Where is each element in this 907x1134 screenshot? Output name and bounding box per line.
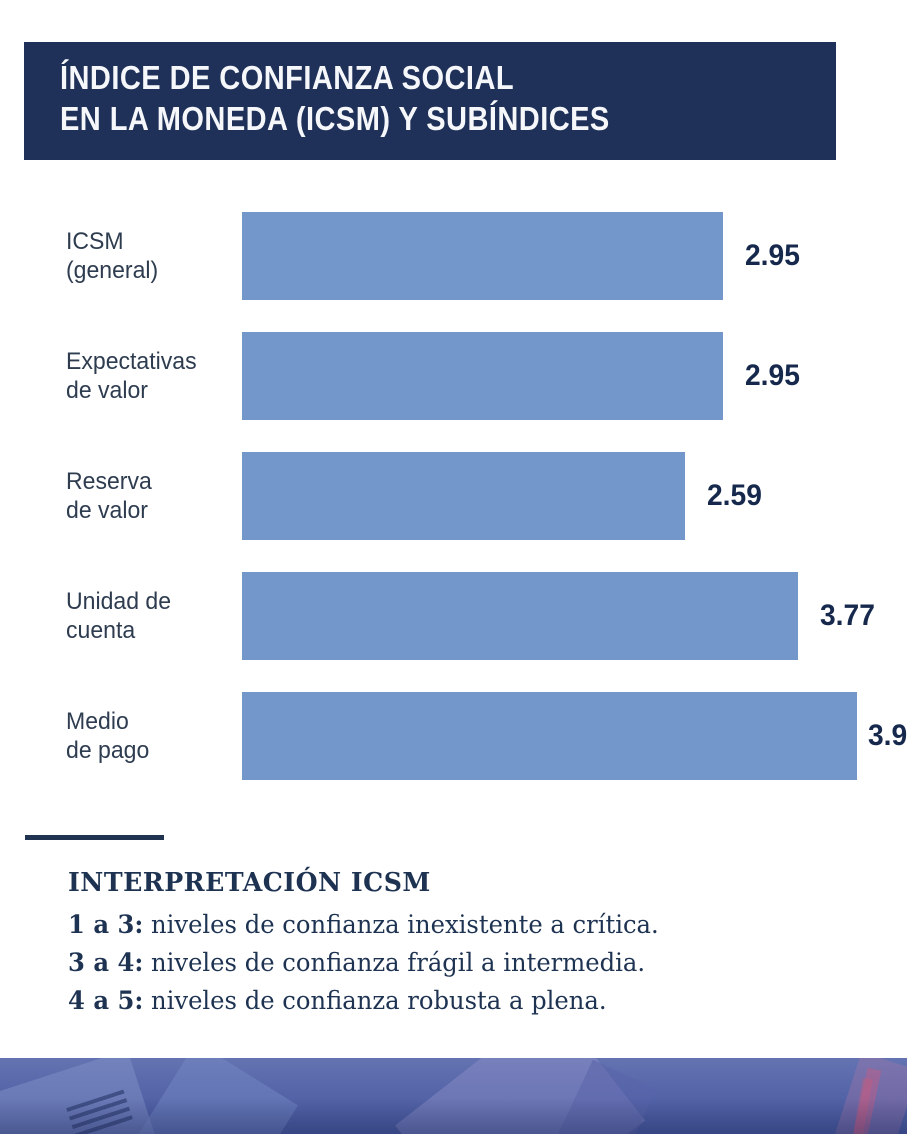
interpretation-range-1: 1 a 3: bbox=[68, 910, 144, 939]
interpretation-line-1: 1 a 3: niveles de confianza inexistente … bbox=[68, 906, 863, 944]
chart-title-banner: ÍNDICE DE CONFIANZA SOCIAL EN LA MONEDA … bbox=[24, 42, 836, 160]
bar bbox=[242, 692, 857, 780]
photo-strip-vignette bbox=[0, 1098, 907, 1134]
interpretation-range-2: 3 a 4: bbox=[68, 948, 144, 977]
bar-category-label: Expectativas de valor bbox=[66, 348, 197, 404]
interpretation-section: INTERPRETACIÓN ICSM 1 a 3: niveles de co… bbox=[68, 868, 863, 1020]
bar bbox=[242, 572, 798, 660]
chart-row: Expectativas de valor 2.95 bbox=[0, 332, 907, 420]
bar-category-label: Reserva de valor bbox=[66, 468, 152, 524]
bar-value-label: 2.59 bbox=[707, 479, 762, 512]
interpretation-text-1: niveles de confianza inexistente a críti… bbox=[143, 910, 659, 939]
bar-category-label: ICSM (general) bbox=[66, 228, 159, 284]
bar bbox=[242, 332, 723, 420]
section-divider-dash bbox=[25, 835, 164, 840]
bar bbox=[242, 452, 685, 540]
bar bbox=[242, 212, 723, 300]
chart-row: Unidad de cuenta 3.77 bbox=[0, 572, 907, 660]
interpretation-text-3: niveles de confianza robusta a plena. bbox=[143, 986, 607, 1015]
interpretation-line-2: 3 a 4: niveles de confianza frágil a int… bbox=[68, 944, 863, 982]
chart-row: Reserva de valor 2.59 bbox=[0, 452, 907, 540]
bar-value-label: 2.95 bbox=[745, 359, 800, 392]
banknotes-photo-strip bbox=[0, 1058, 907, 1134]
interpretation-heading: INTERPRETACIÓN ICSM bbox=[68, 868, 431, 898]
bar-value-label: 2.95 bbox=[745, 239, 800, 272]
chart-row: ICSM (general) 2.95 bbox=[0, 212, 907, 300]
interpretation-text-2: niveles de confianza frágil a intermedia… bbox=[143, 948, 646, 977]
interpretation-range-3: 4 a 5: bbox=[68, 986, 144, 1015]
chart-title-line-2: EN LA MONEDA (ICSM) Y SUBÍNDICES bbox=[60, 100, 610, 137]
bar-category-label: Medio de pago bbox=[66, 708, 150, 764]
bar-value-label: 3.90 bbox=[868, 719, 907, 752]
chart-row: Medio de pago 3.90 bbox=[0, 692, 907, 780]
chart-title-line-1: ÍNDICE DE CONFIANZA SOCIAL bbox=[60, 59, 515, 96]
interpretation-line-3: 4 a 5: niveles de confianza robusta a pl… bbox=[68, 982, 863, 1020]
bar-value-label: 3.77 bbox=[820, 599, 875, 632]
bar-category-label: Unidad de cuenta bbox=[66, 588, 172, 644]
